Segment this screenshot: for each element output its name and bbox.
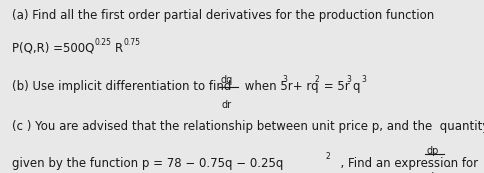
Text: 3: 3 [361, 75, 365, 84]
Text: dq: dq [220, 75, 232, 85]
Text: 3: 3 [282, 75, 287, 84]
Text: given by the function p = 78 − 0.75q − 0.25q: given by the function p = 78 − 0.75q − 0… [12, 157, 283, 170]
Text: 2: 2 [325, 152, 330, 161]
Text: P(Q,R) =500Q: P(Q,R) =500Q [12, 42, 94, 54]
Text: 2: 2 [314, 75, 318, 84]
Text: .: . [447, 157, 451, 170]
Text: when 5r: when 5r [240, 80, 292, 93]
Text: 3: 3 [346, 75, 351, 84]
Text: = 5r: = 5r [319, 80, 349, 93]
Text: (a) Find all the first order partial derivatives for the production function: (a) Find all the first order partial der… [12, 9, 434, 22]
Text: 0.25: 0.25 [94, 38, 111, 47]
Text: dr: dr [221, 100, 231, 110]
Text: (c ) You are advised that the relationship between unit price p, and the  quanti: (c ) You are advised that the relationsh… [12, 120, 484, 133]
Text: dp: dp [426, 146, 438, 156]
Text: , Find an expression for: , Find an expression for [332, 157, 477, 170]
Text: R: R [115, 42, 123, 54]
Text: q: q [352, 80, 359, 93]
Text: + rq: + rq [288, 80, 318, 93]
Text: 0.75: 0.75 [123, 38, 140, 47]
Text: dq: dq [426, 172, 439, 173]
Text: (b) Use implicit differentiation to find: (b) Use implicit differentiation to find [12, 80, 231, 93]
